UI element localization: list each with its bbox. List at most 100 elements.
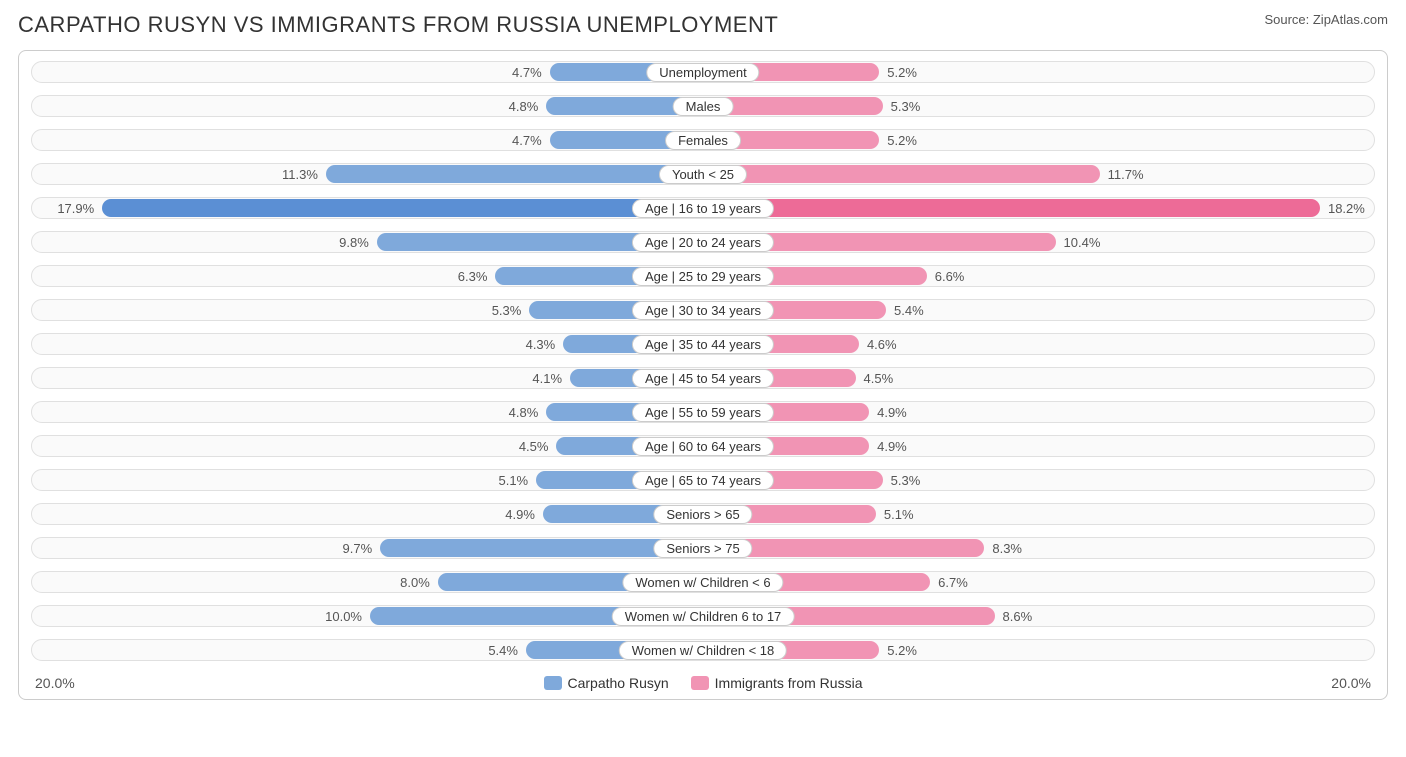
right-value-label: 5.3% xyxy=(883,473,929,488)
chart-row: 9.8% 10.4% Age | 20 to 24 years xyxy=(25,229,1381,255)
row-right-half: 11.7% xyxy=(703,161,1381,187)
row-category-label: Age | 16 to 19 years xyxy=(632,199,774,218)
right-value-label: 4.5% xyxy=(856,371,902,386)
source-prefix: Source: xyxy=(1264,12,1312,27)
row-left-half: 17.9% xyxy=(31,195,709,221)
right-value-label: 6.6% xyxy=(927,269,973,284)
row-right-half: 5.3% xyxy=(703,467,1381,493)
chart-footer: 20.0% Carpatho Rusyn Immigrants from Rus… xyxy=(25,671,1381,693)
row-right-half: 10.4% xyxy=(703,229,1381,255)
source-attribution: Source: ZipAtlas.com xyxy=(1264,12,1388,27)
row-right-half: 8.3% xyxy=(703,535,1381,561)
chart-container: CARPATHO RUSYN VS IMMIGRANTS FROM RUSSIA… xyxy=(0,0,1406,712)
right-value-label: 6.7% xyxy=(930,575,976,590)
row-category-label: Age | 60 to 64 years xyxy=(632,437,774,456)
legend-label-right: Immigrants from Russia xyxy=(715,675,863,691)
right-value-label: 8.6% xyxy=(995,609,1041,624)
chart-row: 4.1% 4.5% Age | 45 to 54 years xyxy=(25,365,1381,391)
left-value-label: 17.9% xyxy=(49,201,102,216)
row-category-label: Age | 55 to 59 years xyxy=(632,403,774,422)
left-bar xyxy=(102,199,709,217)
left-value-label: 6.3% xyxy=(450,269,496,284)
row-left-half: 5.1% xyxy=(31,467,709,493)
row-category-label: Women w/ Children < 18 xyxy=(619,641,787,660)
row-category-label: Women w/ Children 6 to 17 xyxy=(612,607,795,626)
row-left-half: 11.3% xyxy=(31,161,709,187)
row-right-half: 6.7% xyxy=(703,569,1381,595)
left-value-label: 5.1% xyxy=(490,473,536,488)
right-value-label: 4.9% xyxy=(869,439,915,454)
row-category-label: Females xyxy=(665,131,741,150)
right-bar xyxy=(703,199,1320,217)
left-value-label: 4.9% xyxy=(497,507,543,522)
row-category-label: Age | 20 to 24 years xyxy=(632,233,774,252)
row-right-half: 4.5% xyxy=(703,365,1381,391)
left-value-label: 4.8% xyxy=(501,405,547,420)
right-value-label: 10.4% xyxy=(1056,235,1109,250)
left-value-label: 4.3% xyxy=(518,337,564,352)
axis-max-left: 20.0% xyxy=(35,675,75,691)
row-right-half: 5.4% xyxy=(703,297,1381,323)
legend-label-left: Carpatho Rusyn xyxy=(568,675,669,691)
left-value-label: 9.8% xyxy=(331,235,377,250)
diverging-bar-chart: 4.7%5.2%Unemployment4.8%5.3%Males4.7%5.2… xyxy=(18,50,1388,700)
source-name: ZipAtlas.com xyxy=(1313,12,1388,27)
chart-row: 4.9%5.1%Seniors > 65 xyxy=(25,501,1381,527)
header: CARPATHO RUSYN VS IMMIGRANTS FROM RUSSIA… xyxy=(18,12,1388,38)
right-value-label: 5.3% xyxy=(883,99,929,114)
row-left-half: 5.3% xyxy=(31,297,709,323)
row-left-half: 9.7% xyxy=(31,535,709,561)
row-left-half: 4.8% xyxy=(31,93,709,119)
legend-item-right: Immigrants from Russia xyxy=(691,675,863,691)
row-left-half: 4.5% xyxy=(31,433,709,459)
row-right-half: 5.1% xyxy=(703,501,1381,527)
row-left-half: 10.0% xyxy=(31,603,709,629)
chart-row: 5.1% 5.3% Age | 65 to 74 years xyxy=(25,467,1381,493)
row-category-label: Age | 35 to 44 years xyxy=(632,335,774,354)
row-left-half: 4.8% xyxy=(31,399,709,425)
right-value-label: 5.2% xyxy=(879,133,925,148)
row-category-label: Age | 45 to 54 years xyxy=(632,369,774,388)
chart-row: 5.3%5.4%Age | 30 to 34 years xyxy=(25,297,1381,323)
row-left-half: 4.7% xyxy=(31,127,709,153)
left-value-label: 4.1% xyxy=(524,371,570,386)
legend: Carpatho Rusyn Immigrants from Russia xyxy=(544,675,863,691)
legend-swatch-right xyxy=(691,676,709,690)
chart-row: 5.4% 5.2% Women w/ Children < 18 xyxy=(25,637,1381,663)
axis-max-right: 20.0% xyxy=(1331,675,1371,691)
legend-swatch-left xyxy=(544,676,562,690)
row-left-half: 9.8% xyxy=(31,229,709,255)
row-left-half: 4.1% xyxy=(31,365,709,391)
row-right-half: 5.3% xyxy=(703,93,1381,119)
left-value-label: 4.7% xyxy=(504,133,550,148)
right-value-label: 5.1% xyxy=(876,507,922,522)
chart-title: CARPATHO RUSYN VS IMMIGRANTS FROM RUSSIA… xyxy=(18,12,778,38)
row-category-label: Age | 30 to 34 years xyxy=(632,301,774,320)
row-category-label: Unemployment xyxy=(646,63,759,82)
row-category-label: Youth < 25 xyxy=(659,165,747,184)
left-value-label: 8.0% xyxy=(392,575,438,590)
chart-row: 4.8% 5.3% Males xyxy=(25,93,1381,119)
row-category-label: Age | 65 to 74 years xyxy=(632,471,774,490)
row-right-half: 4.6% xyxy=(703,331,1381,357)
row-left-half: 8.0% xyxy=(31,569,709,595)
left-value-label: 11.3% xyxy=(274,167,326,182)
right-value-label: 5.2% xyxy=(879,65,925,80)
row-right-half: 6.6% xyxy=(703,263,1381,289)
row-category-label: Males xyxy=(673,97,734,116)
row-right-half: 8.6% xyxy=(703,603,1381,629)
chart-row: 8.0%6.7%Women w/ Children < 6 xyxy=(25,569,1381,595)
row-right-half: 5.2% xyxy=(703,637,1381,663)
chart-row: 17.9%18.2%Age | 16 to 19 years xyxy=(25,195,1381,221)
chart-row: 4.3% 4.6% Age | 35 to 44 years xyxy=(25,331,1381,357)
right-value-label: 4.6% xyxy=(859,337,905,352)
right-value-label: 5.2% xyxy=(879,643,925,658)
chart-row: 4.7%5.2%Unemployment xyxy=(25,59,1381,85)
row-right-half: 5.2% xyxy=(703,59,1381,85)
left-value-label: 4.5% xyxy=(511,439,557,454)
row-right-half: 4.9% xyxy=(703,399,1381,425)
row-left-half: 5.4% xyxy=(31,637,709,663)
left-value-label: 9.7% xyxy=(335,541,381,556)
row-category-label: Seniors > 75 xyxy=(653,539,752,558)
row-right-half: 4.9% xyxy=(703,433,1381,459)
